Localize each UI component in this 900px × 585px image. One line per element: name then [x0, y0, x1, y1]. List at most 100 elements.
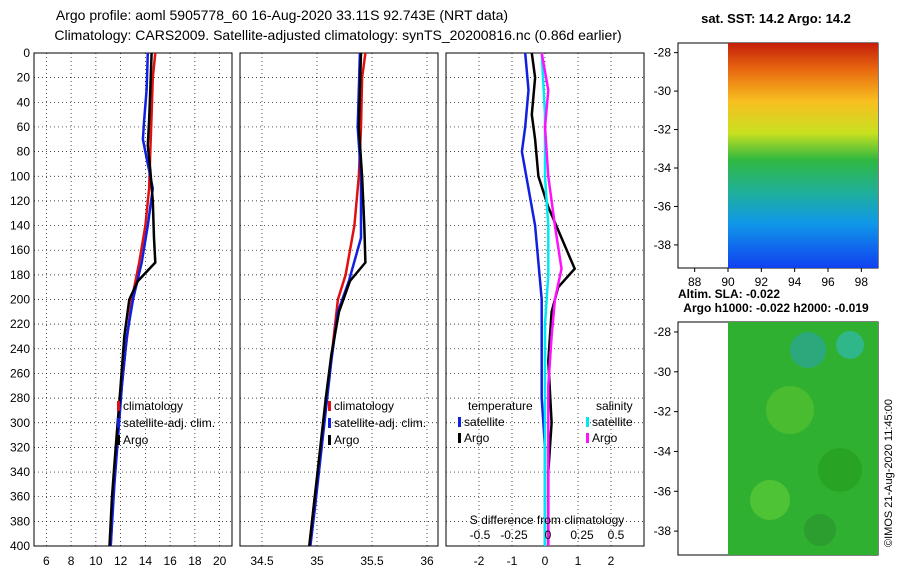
sla-map-title: Altim. SLA: -0.022	[678, 287, 780, 301]
legend-label: climatology	[334, 399, 394, 413]
imos-credit: ©IMOS 21-Aug-2020 11:45:00	[883, 399, 895, 547]
y-tick-label: 340	[10, 465, 30, 479]
y-tick-label: 100	[10, 169, 30, 183]
x-tick-label: 20	[213, 554, 227, 568]
x-tick-label: 90	[721, 275, 735, 289]
sla-map-subtitle: Argo h1000: -0.022 h2000: -0.019	[683, 301, 869, 315]
y-tick-label: 40	[17, 95, 31, 109]
y-tick-label: 280	[10, 391, 30, 405]
map-field	[728, 43, 878, 268]
y-tick-label: -36	[654, 199, 672, 213]
y-tick-label: -36	[654, 484, 672, 498]
sla-feature	[790, 332, 826, 368]
legend-label: satellite	[464, 415, 505, 429]
legend-label: climatology	[123, 399, 183, 413]
y-tick-label: 180	[10, 268, 30, 282]
legend-label: satellite-adj. clim.	[123, 416, 215, 430]
series-line	[308, 52, 367, 547]
x-tick-label: 18	[188, 554, 202, 568]
top-tick-label: 0.25	[570, 528, 594, 542]
series-line	[540, 52, 563, 546]
x-tick-label: 16	[163, 554, 177, 568]
temperature-profile-panel: 6 8 10 12 14 16 18 2002040608010012014016018020…	[10, 46, 233, 568]
y-tick-label: -28	[654, 46, 672, 60]
y-tick-label: 120	[10, 194, 30, 208]
legend-label: satellite	[592, 415, 633, 429]
sla-feature	[804, 514, 836, 546]
series-line	[530, 52, 577, 546]
sst-map-title: sat. SST: 14.2 Argo: 14.2	[701, 11, 851, 26]
x-tick-label: -2	[474, 554, 485, 568]
top-tick-label: 0.5	[608, 528, 625, 542]
y-tick-label: 60	[17, 120, 31, 134]
y-tick-label: 360	[10, 490, 30, 504]
y-tick-label: 240	[10, 342, 30, 356]
x-tick-label: 96	[821, 275, 835, 289]
y-tick-label: 400	[10, 539, 30, 553]
difference-profile-panel: -2 -1 0 1 2 -0.5 -0.25 0 0.25 0.5S difference fro…	[445, 52, 645, 568]
y-tick-label: -34	[654, 444, 672, 458]
x-tick-label: 35	[310, 554, 324, 568]
legend-group-title: salinity	[596, 399, 633, 413]
legend-swatch	[117, 435, 120, 445]
x-tick-label: 92	[755, 275, 769, 289]
legend-swatch	[328, 401, 331, 411]
legend-label: Argo	[592, 431, 618, 445]
sla-feature	[750, 480, 790, 520]
header-line-1: Argo profile: aoml 5905778_60 16-Aug-202…	[56, 7, 508, 23]
sla-feature	[818, 448, 862, 492]
y-tick-label: 200	[10, 293, 30, 307]
y-tick-label: -34	[654, 161, 672, 175]
y-tick-label: -38	[654, 524, 672, 538]
sla-feature	[836, 331, 864, 359]
legend-label: Argo	[464, 431, 490, 445]
y-tick-label: -38	[654, 238, 672, 252]
legend-group-title: temperature	[468, 399, 533, 413]
y-tick-label: -30	[654, 84, 672, 98]
x-tick-label: 94	[788, 275, 802, 289]
y-tick-label: -30	[654, 365, 672, 379]
legend-swatch	[117, 418, 120, 428]
x-tick-label: 35.5	[360, 554, 384, 568]
y-tick-label: -32	[654, 405, 672, 419]
y-tick-label: 140	[10, 219, 30, 233]
x-tick-label: 6	[43, 554, 50, 568]
legend-swatch	[117, 401, 120, 411]
y-tick-label: -32	[654, 123, 672, 137]
x-tick-label: 98	[855, 275, 869, 289]
x-tick-label: 2	[608, 554, 615, 568]
legend-label: Argo	[123, 433, 149, 447]
x-tick-label: 34.5	[250, 554, 274, 568]
legend-swatch	[328, 418, 331, 428]
legend-swatch	[458, 417, 461, 427]
y-tick-label: 300	[10, 416, 30, 430]
legend-swatch	[328, 435, 331, 445]
y-tick-label: 220	[10, 317, 30, 331]
legend-swatch	[586, 417, 589, 427]
x-tick-label: 10	[89, 554, 103, 568]
sla-feature	[766, 386, 814, 434]
y-tick-label: 20	[17, 71, 31, 85]
x-tick-label: 0	[542, 554, 549, 568]
x-tick-label: 14	[139, 554, 153, 568]
sla-map: -28 -30 -32 -34 -36 -38	[654, 321, 879, 556]
y-tick-label: 260	[10, 366, 30, 380]
x-tick-label: 1	[575, 554, 582, 568]
y-tick-label: 0	[23, 46, 30, 60]
y-tick-label: -28	[654, 325, 672, 339]
x-tick-label: -1	[507, 554, 518, 568]
sst-map: -28 -30 -32 -34 -36 -38 88 90 92 94 96 98	[654, 42, 879, 289]
top-tick-label: -0.25	[500, 528, 528, 542]
y-tick-label: 80	[17, 145, 31, 159]
y-tick-label: 160	[10, 243, 30, 257]
x-tick-label: 12	[114, 554, 128, 568]
diff-axis-label: S difference from climatology	[470, 513, 625, 527]
y-tick-label: 320	[10, 440, 30, 454]
salinity-profile-panel: 34.5 35 35.5 36 climatology satellite-adj. cl…	[239, 52, 439, 568]
x-tick-label: 36	[420, 554, 434, 568]
x-tick-label: 88	[688, 275, 702, 289]
top-tick-label: -0.5	[470, 528, 491, 542]
x-tick-label: 8	[68, 554, 75, 568]
